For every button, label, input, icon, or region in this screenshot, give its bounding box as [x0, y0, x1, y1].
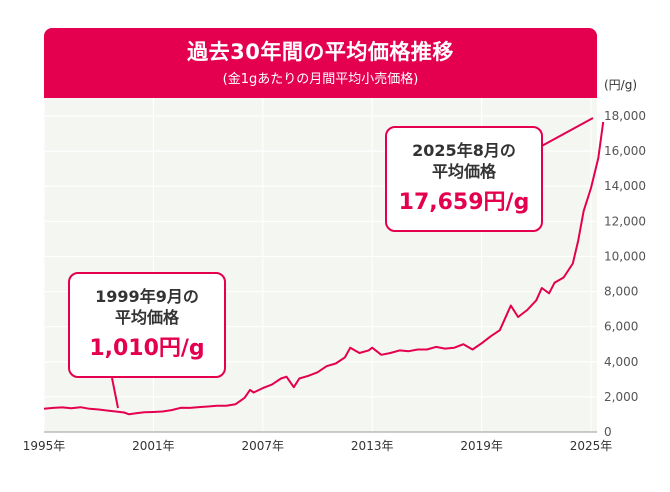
y-tick-label: 16,000: [604, 144, 646, 158]
y-tick-label: 6,000: [604, 320, 638, 334]
y-tick-label: 18,000: [604, 109, 646, 123]
y-tick-label: 10,000: [604, 249, 646, 263]
y-tick-label: 2,000: [604, 390, 638, 404]
x-axis: 1995年 2001年 2007年 2013年 2019年 2025年: [23, 439, 613, 453]
chart-title: 過去30年間の平均価格推移: [187, 40, 454, 64]
x-tick-label: 2025年: [570, 439, 613, 453]
y-tick-label: 14,000: [604, 179, 646, 193]
callout-latest-price: 2025年8月の 平均価格 17,659円/g: [385, 126, 543, 232]
x-tick-label: 2001年: [132, 439, 175, 453]
chart-title-banner: 過去30年間の平均価格推移 (金1gあたりの月間平均小売価格): [44, 28, 597, 98]
x-tick-label: 2019年: [460, 439, 503, 453]
callout-latest-date: 2025年8月の: [412, 141, 516, 160]
callout-earliest-value: 1,010円/g: [89, 336, 205, 361]
y-tick-label: 12,000: [604, 214, 646, 228]
callout-pointer-earliest: [111, 377, 119, 409]
callout-earliest-price: 1999年9月の 平均価格 1,010円/g: [68, 272, 226, 378]
x-tick-label: 2013年: [351, 439, 394, 453]
callout-earliest-label: 平均価格: [114, 308, 179, 327]
callout-latest-value: 17,659円/g: [398, 190, 530, 215]
x-tick-label: 2007年: [242, 439, 285, 453]
y-axis-unit-label: (円/g): [604, 78, 638, 92]
price-series-line: [43, 121, 605, 416]
x-tick-label: 1995年: [23, 439, 66, 453]
callout-pointer-latest: [537, 117, 594, 149]
y-axis: 0 2,000 4,000 6,000 8,000 10,000 12,000 14,000 1…: [604, 109, 646, 439]
y-tick-label: 8,000: [604, 285, 638, 299]
callout-earliest-date: 1999年9月の: [95, 287, 199, 306]
chart-subtitle: (金1gあたりの月間平均小売価格): [222, 72, 419, 87]
callout-latest-label: 平均価格: [431, 162, 496, 181]
y-tick-label: 4,000: [604, 355, 638, 369]
y-tick-label: 0: [604, 425, 612, 439]
